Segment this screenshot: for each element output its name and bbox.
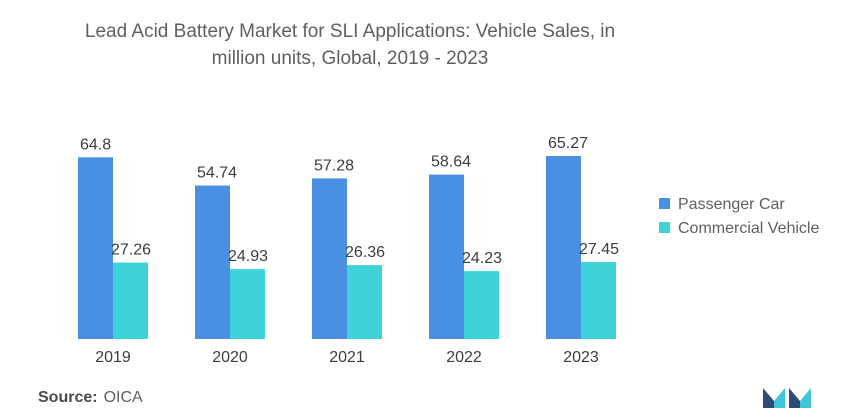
bar-label-passenger-car-2023: 65.27: [548, 135, 588, 152]
legend-label-passenger-car: Passenger Car: [678, 196, 785, 213]
bar-label-passenger-car-2020: 54.74: [197, 165, 237, 182]
logo-shape-mid: [774, 388, 785, 408]
bar-commercial-vehicle-2022: [464, 271, 499, 339]
bar-label-commercial-vehicle-2022: 24.23: [462, 250, 502, 267]
legend-label-commercial-vehicle: Commercial Vehicle: [678, 220, 819, 237]
bar-label-passenger-car-2022: 58.64: [431, 154, 471, 171]
bar-commercial-vehicle-2019: [113, 263, 148, 339]
bar-passenger-car-2019: [78, 157, 113, 339]
bar-commercial-vehicle-2021: [347, 265, 382, 339]
legend-swatch-commercial-vehicle: [659, 222, 670, 233]
x-tick-label-2020: 2020: [212, 349, 248, 366]
legend-swatch-passenger-car: [659, 198, 670, 209]
bar-label-commercial-vehicle-2019: 27.26: [111, 242, 151, 259]
logo-shape-far: [800, 388, 811, 408]
bar-passenger-car-2023: [546, 156, 581, 339]
source-note: Source: OICA: [38, 389, 143, 407]
logo-shape-right: [789, 388, 800, 408]
bar-commercial-vehicle-2023: [581, 262, 616, 339]
source-label: Source:: [38, 389, 98, 406]
bar-label-commercial-vehicle-2020: 24.93: [228, 248, 268, 265]
x-tick-label-2021: 2021: [329, 349, 365, 366]
bar-chart: 64.8 27.26 2019 54.74 24.93 2020 57.28 26.36 202…: [0, 0, 867, 380]
bar-label-commercial-vehicle-2023: 27.45: [579, 241, 619, 258]
x-tick-label-2023: 2023: [563, 349, 599, 366]
bar-commercial-vehicle-2020: [230, 269, 265, 339]
x-tick-label-2019: 2019: [95, 349, 131, 366]
bar-passenger-car-2021: [312, 178, 347, 339]
x-tick-label-2022: 2022: [446, 349, 482, 366]
bar-label-passenger-car-2021: 57.28: [314, 157, 354, 174]
source-value: OICA: [104, 389, 143, 406]
bar-passenger-car-2020: [195, 186, 230, 339]
bar-label-commercial-vehicle-2021: 26.36: [345, 244, 385, 261]
mordor-intelligence-logo-icon: [763, 384, 811, 408]
bar-passenger-car-2022: [429, 175, 464, 339]
logo-shape-left: [763, 388, 774, 408]
bar-label-passenger-car-2019: 64.8: [80, 136, 111, 153]
